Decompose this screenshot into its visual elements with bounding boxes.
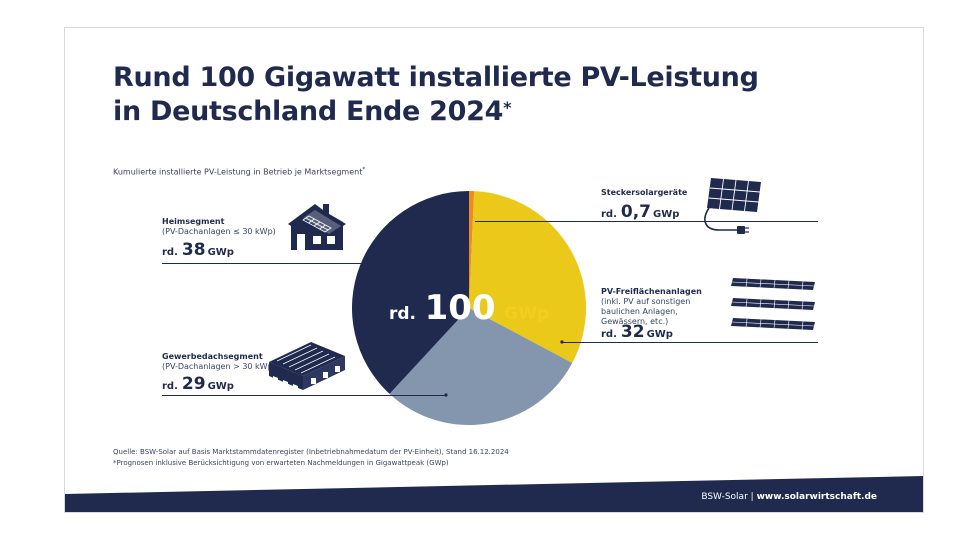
pie-slice-heimsegment bbox=[351, 191, 469, 394]
total-value: 100 bbox=[424, 288, 496, 328]
pie-chart bbox=[351, 190, 586, 425]
infographic-card: Rund 100 Gigawatt installierte PV-Leistu… bbox=[64, 27, 924, 513]
stecker-prefix: rd. bbox=[601, 209, 617, 220]
chart-subtitle: Kumulierte installierte PV-Leistung in B… bbox=[113, 166, 365, 177]
value-freiflaechen: rd. 32 GWp bbox=[601, 322, 673, 342]
title-line-1: Rund 100 Gigawatt installierte PV-Leistu… bbox=[113, 62, 759, 93]
gewerbe-prefix: rd. bbox=[162, 381, 178, 392]
value-gewerbedachsegment: rd. 29 GWp bbox=[162, 374, 234, 394]
value-steckersolar: rd. 0,7 GWp bbox=[601, 202, 679, 222]
freiflaechen-prefix: rd. bbox=[601, 329, 617, 340]
footer-url[interactable]: www.solarwirtschaft.de bbox=[756, 492, 877, 502]
leader-line-freiflaechen bbox=[561, 342, 818, 343]
freiflaechen-unit: GWp bbox=[646, 329, 673, 340]
plug-in-solar-icon bbox=[704, 178, 761, 234]
ground-mounted-panels-icon bbox=[731, 278, 815, 330]
heimsegment-number: 38 bbox=[181, 240, 206, 260]
chart-title: Rund 100 Gigawatt installierte PV-Leistu… bbox=[113, 61, 759, 129]
stecker-number: 0,7 bbox=[620, 202, 652, 222]
label-heimsegment: Heimsegment (PV-Dachanlagen ≤ 30 kWp) bbox=[162, 217, 276, 237]
label-gewerbedachsegment: Gewerbedachsegment (PV-Dachanlagen > 30 … bbox=[162, 352, 276, 372]
freiflaechen-name: PV-Freiflächenanlagen bbox=[601, 287, 702, 296]
leader-line-heimsegment bbox=[162, 263, 392, 264]
stecker-name: Steckersolargeräte bbox=[601, 188, 688, 197]
pie-slice-steckersolargeräte bbox=[469, 190, 475, 308]
gewerbe-desc: (PV-Dachanlagen > 30 kWp) bbox=[162, 362, 276, 371]
total-prefix: rd. bbox=[388, 304, 416, 324]
leader-line-stecker bbox=[475, 221, 818, 222]
prognosis-footnote: *Prognosen inklusive Berücksichtigung vo… bbox=[113, 459, 449, 467]
leader-line-gewerbe bbox=[162, 395, 446, 396]
title-line-2: in Deutschland Ende 2024 bbox=[113, 96, 504, 127]
gewerbe-unit: GWp bbox=[207, 381, 234, 392]
house-icon bbox=[288, 204, 346, 250]
freiflaechen-desc: (inkl. PV auf sonstigen baulichen Anlage… bbox=[601, 297, 691, 326]
stecker-unit: GWp bbox=[653, 209, 680, 220]
heimsegment-desc: (PV-Dachanlagen ≤ 30 kWp) bbox=[162, 227, 276, 236]
total-label: rd. 100 GWp bbox=[369, 288, 569, 328]
leader-dot bbox=[451, 219, 455, 223]
heimsegment-prefix: rd. bbox=[162, 247, 178, 258]
gewerbe-number: 29 bbox=[181, 374, 206, 394]
value-heimsegment: rd. 38 GWp bbox=[162, 240, 234, 260]
commercial-building-icon bbox=[269, 342, 345, 393]
pie-slice-pv-freiflächenanlagen bbox=[469, 191, 586, 364]
footer-org: BSW-Solar bbox=[701, 492, 748, 502]
footer-separator: | bbox=[750, 492, 754, 502]
source-footnote: Quelle: BSW-Solar auf Basis Marktstammda… bbox=[113, 448, 509, 456]
gewerbe-name: Gewerbedachsegment bbox=[162, 352, 263, 361]
footer-band bbox=[65, 476, 923, 512]
footer-text: BSW-Solar | www.solarwirtschaft.de bbox=[701, 492, 877, 502]
label-steckersolar: Steckersolargeräte bbox=[601, 188, 687, 198]
subtitle-text: Kumulierte installierte PV-Leistung in B… bbox=[113, 167, 363, 177]
total-unit: GWp bbox=[504, 304, 550, 324]
freiflaechen-number: 32 bbox=[620, 322, 645, 342]
heimsegment-unit: GWp bbox=[207, 247, 234, 258]
label-freiflaechen: PV-Freiflächenanlagen (inkl. PV auf sons… bbox=[601, 287, 719, 327]
title-footnote-mark: * bbox=[503, 98, 512, 117]
heimsegment-name: Heimsegment bbox=[162, 217, 225, 226]
subtitle-footnote-mark: * bbox=[362, 166, 366, 173]
